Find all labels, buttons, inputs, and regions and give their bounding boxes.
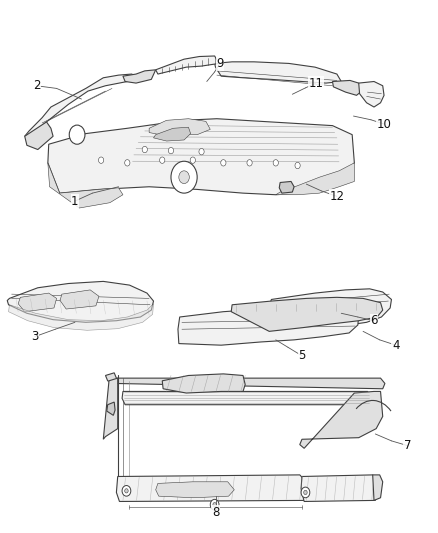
Circle shape	[210, 499, 219, 510]
Text: 2: 2	[33, 79, 40, 92]
Text: 3: 3	[31, 330, 39, 343]
Text: 5: 5	[298, 349, 306, 362]
Polygon shape	[7, 281, 153, 322]
Polygon shape	[155, 482, 234, 498]
Polygon shape	[103, 378, 118, 439]
Circle shape	[190, 157, 195, 164]
Polygon shape	[266, 289, 392, 333]
Polygon shape	[300, 391, 383, 448]
Circle shape	[179, 171, 189, 183]
Polygon shape	[153, 127, 191, 141]
Polygon shape	[9, 304, 153, 330]
Polygon shape	[25, 74, 136, 136]
Circle shape	[171, 161, 197, 193]
Polygon shape	[106, 373, 385, 389]
Polygon shape	[117, 475, 306, 502]
Polygon shape	[48, 163, 123, 208]
Polygon shape	[215, 62, 341, 83]
Polygon shape	[162, 374, 245, 393]
Text: 9: 9	[216, 57, 224, 70]
Polygon shape	[122, 391, 372, 405]
Circle shape	[142, 147, 148, 153]
Circle shape	[159, 157, 165, 164]
Polygon shape	[279, 181, 294, 193]
Polygon shape	[332, 80, 363, 95]
Text: 6: 6	[370, 314, 378, 327]
Text: 11: 11	[308, 77, 323, 90]
Polygon shape	[25, 122, 53, 150]
Polygon shape	[123, 70, 155, 83]
Circle shape	[304, 490, 307, 495]
Circle shape	[199, 149, 204, 155]
Polygon shape	[18, 293, 57, 312]
Polygon shape	[155, 56, 219, 74]
Polygon shape	[359, 82, 384, 107]
Polygon shape	[301, 475, 377, 502]
Circle shape	[213, 503, 216, 507]
Polygon shape	[373, 475, 383, 500]
Circle shape	[125, 489, 128, 493]
Polygon shape	[149, 119, 210, 135]
Polygon shape	[60, 290, 99, 309]
Circle shape	[221, 160, 226, 166]
Text: 12: 12	[329, 190, 344, 203]
Polygon shape	[48, 119, 354, 195]
Text: 8: 8	[212, 506, 219, 519]
Text: 1: 1	[71, 195, 79, 208]
Circle shape	[125, 160, 130, 166]
Text: 4: 4	[392, 338, 399, 352]
Circle shape	[69, 125, 85, 144]
Polygon shape	[107, 402, 115, 415]
Polygon shape	[231, 297, 383, 332]
Circle shape	[99, 157, 104, 164]
Circle shape	[295, 163, 300, 168]
Circle shape	[301, 487, 310, 498]
Text: 7: 7	[404, 439, 411, 452]
Polygon shape	[276, 163, 354, 195]
Circle shape	[247, 160, 252, 166]
Circle shape	[122, 486, 131, 496]
Polygon shape	[178, 306, 359, 345]
Circle shape	[273, 160, 279, 166]
Text: 10: 10	[377, 118, 392, 131]
Circle shape	[168, 148, 173, 154]
